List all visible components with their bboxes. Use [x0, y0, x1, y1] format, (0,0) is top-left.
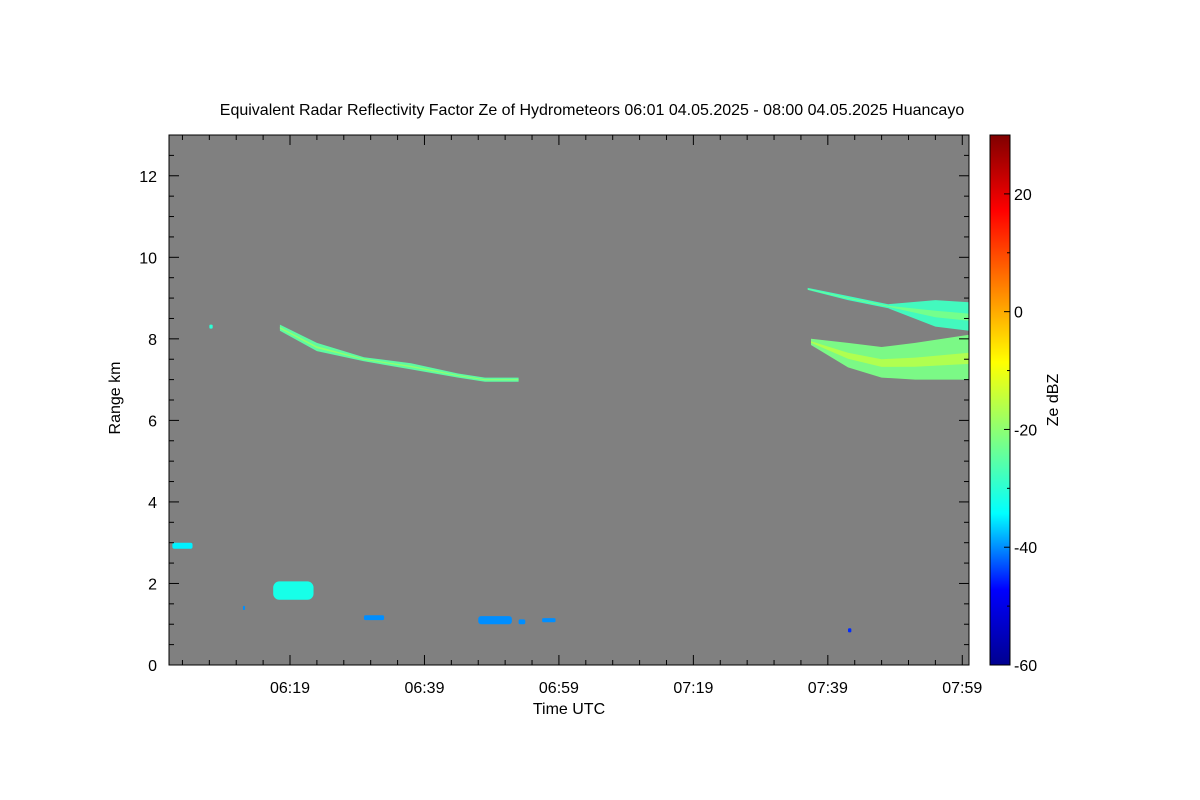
echo-ice-cloud-left: [279, 324, 519, 382]
echo-low-echo-3: [363, 615, 385, 621]
echo-low-echo-7: [847, 628, 852, 633]
colorbar-tick-label: -20: [1014, 422, 1037, 439]
y-tick-label: 10: [139, 250, 157, 267]
y-tick-label: 8: [148, 332, 157, 349]
colorbar-tick-label: 0: [1014, 305, 1023, 322]
x-tick-label: 06:19: [270, 680, 310, 697]
echo-low-echo-1: [172, 542, 193, 549]
x-tick-label: 07:59: [942, 680, 982, 697]
echo-core-ice-cloud-right-lower: [811, 341, 969, 367]
colorbar-tick-label: -60: [1014, 658, 1037, 675]
y-axis-label: Range km: [107, 362, 124, 435]
echo-layer: [172, 287, 969, 633]
x-tick-label: 07:39: [808, 680, 848, 697]
echo-speck-2: [242, 605, 245, 610]
x-axis-label: Time UTC: [533, 701, 605, 718]
x-tick-label: 07:19: [673, 680, 713, 697]
colorbar-label: Ze dBZ: [1045, 374, 1062, 427]
colorbar-gradient: [989, 134, 1011, 666]
plot-background: [169, 135, 969, 665]
y-tick-label: 0: [148, 658, 157, 675]
x-tick-label: 06:59: [539, 680, 579, 697]
colorbar-tick-label: -40: [1014, 540, 1037, 557]
echo-low-echo-6: [542, 618, 556, 623]
plot-area: [169, 135, 969, 665]
echo-low-echo-5: [518, 619, 526, 625]
colorbar-tick-label: 20: [1014, 187, 1032, 204]
colorbar: -60 -40 -20 0 20: [989, 134, 1037, 675]
echo-speck-1: [209, 324, 213, 329]
axes: 0 2 4 6 8 10 12 06:19 06:39 06:59 07:19 07:39 07:59: [139, 134, 982, 697]
echo-low-echo-2: [273, 581, 314, 600]
y-tick-label: 12: [139, 169, 157, 186]
y-tick-label: 6: [148, 413, 157, 430]
echo-ice-cloud-right-lower: [811, 334, 969, 380]
echo-low-echo-4: [478, 616, 512, 625]
y-tick-label: 4: [148, 495, 157, 512]
y-tick-label: 2: [148, 576, 157, 593]
chart-title: Equivalent Radar Reflectivity Factor Ze …: [220, 102, 965, 119]
x-tick-label: 06:39: [404, 680, 444, 697]
echo-core-ice-cloud-right-upper: [807, 288, 969, 321]
